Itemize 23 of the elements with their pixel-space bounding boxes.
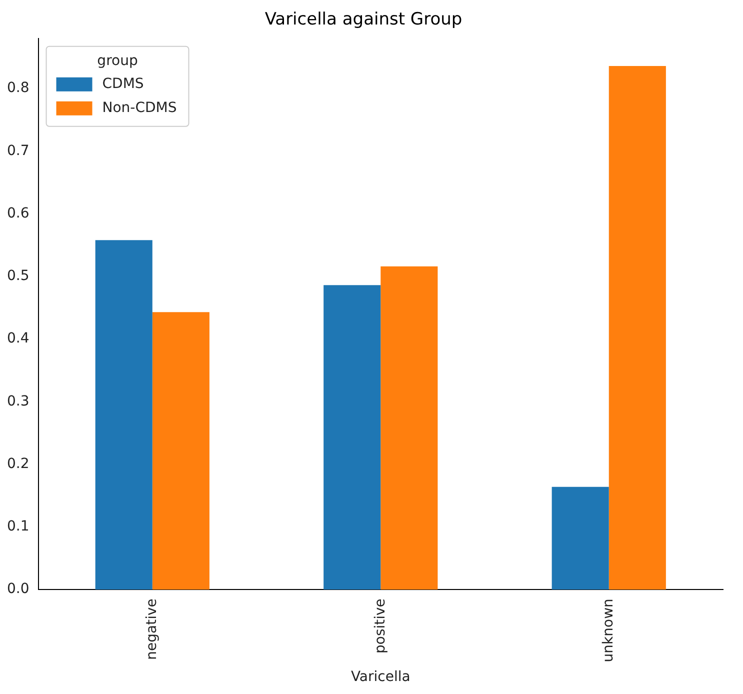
x-tick-label: positive bbox=[372, 598, 388, 654]
y-tick-label: 0.0 bbox=[7, 581, 30, 598]
y-tick-label: 0.8 bbox=[7, 80, 30, 96]
y-tick-label: 0.2 bbox=[7, 456, 30, 472]
legend-label: Non-CDMS bbox=[102, 100, 177, 116]
bar bbox=[608, 66, 666, 590]
y-tick-label: 0.3 bbox=[7, 393, 30, 410]
x-tick-label: negative bbox=[144, 598, 160, 660]
x-tick-label: unknown bbox=[600, 598, 617, 662]
y-tick-label: 0.5 bbox=[7, 268, 30, 284]
y-tick-label: 0.6 bbox=[7, 205, 30, 222]
y-tick-label: 0.1 bbox=[7, 518, 30, 535]
x-axis-title: Varicella bbox=[350, 669, 410, 686]
y-tick-label: 0.7 bbox=[7, 142, 30, 159]
bar bbox=[324, 285, 381, 590]
bar bbox=[152, 312, 210, 590]
legend-title: group bbox=[97, 53, 138, 70]
chart-title: Varicella against Group bbox=[264, 10, 462, 30]
bar bbox=[380, 266, 438, 590]
y-tick-label: 0.4 bbox=[7, 330, 30, 347]
bar bbox=[552, 486, 609, 590]
legend-label: CDMS bbox=[102, 76, 144, 92]
bar bbox=[95, 240, 152, 590]
